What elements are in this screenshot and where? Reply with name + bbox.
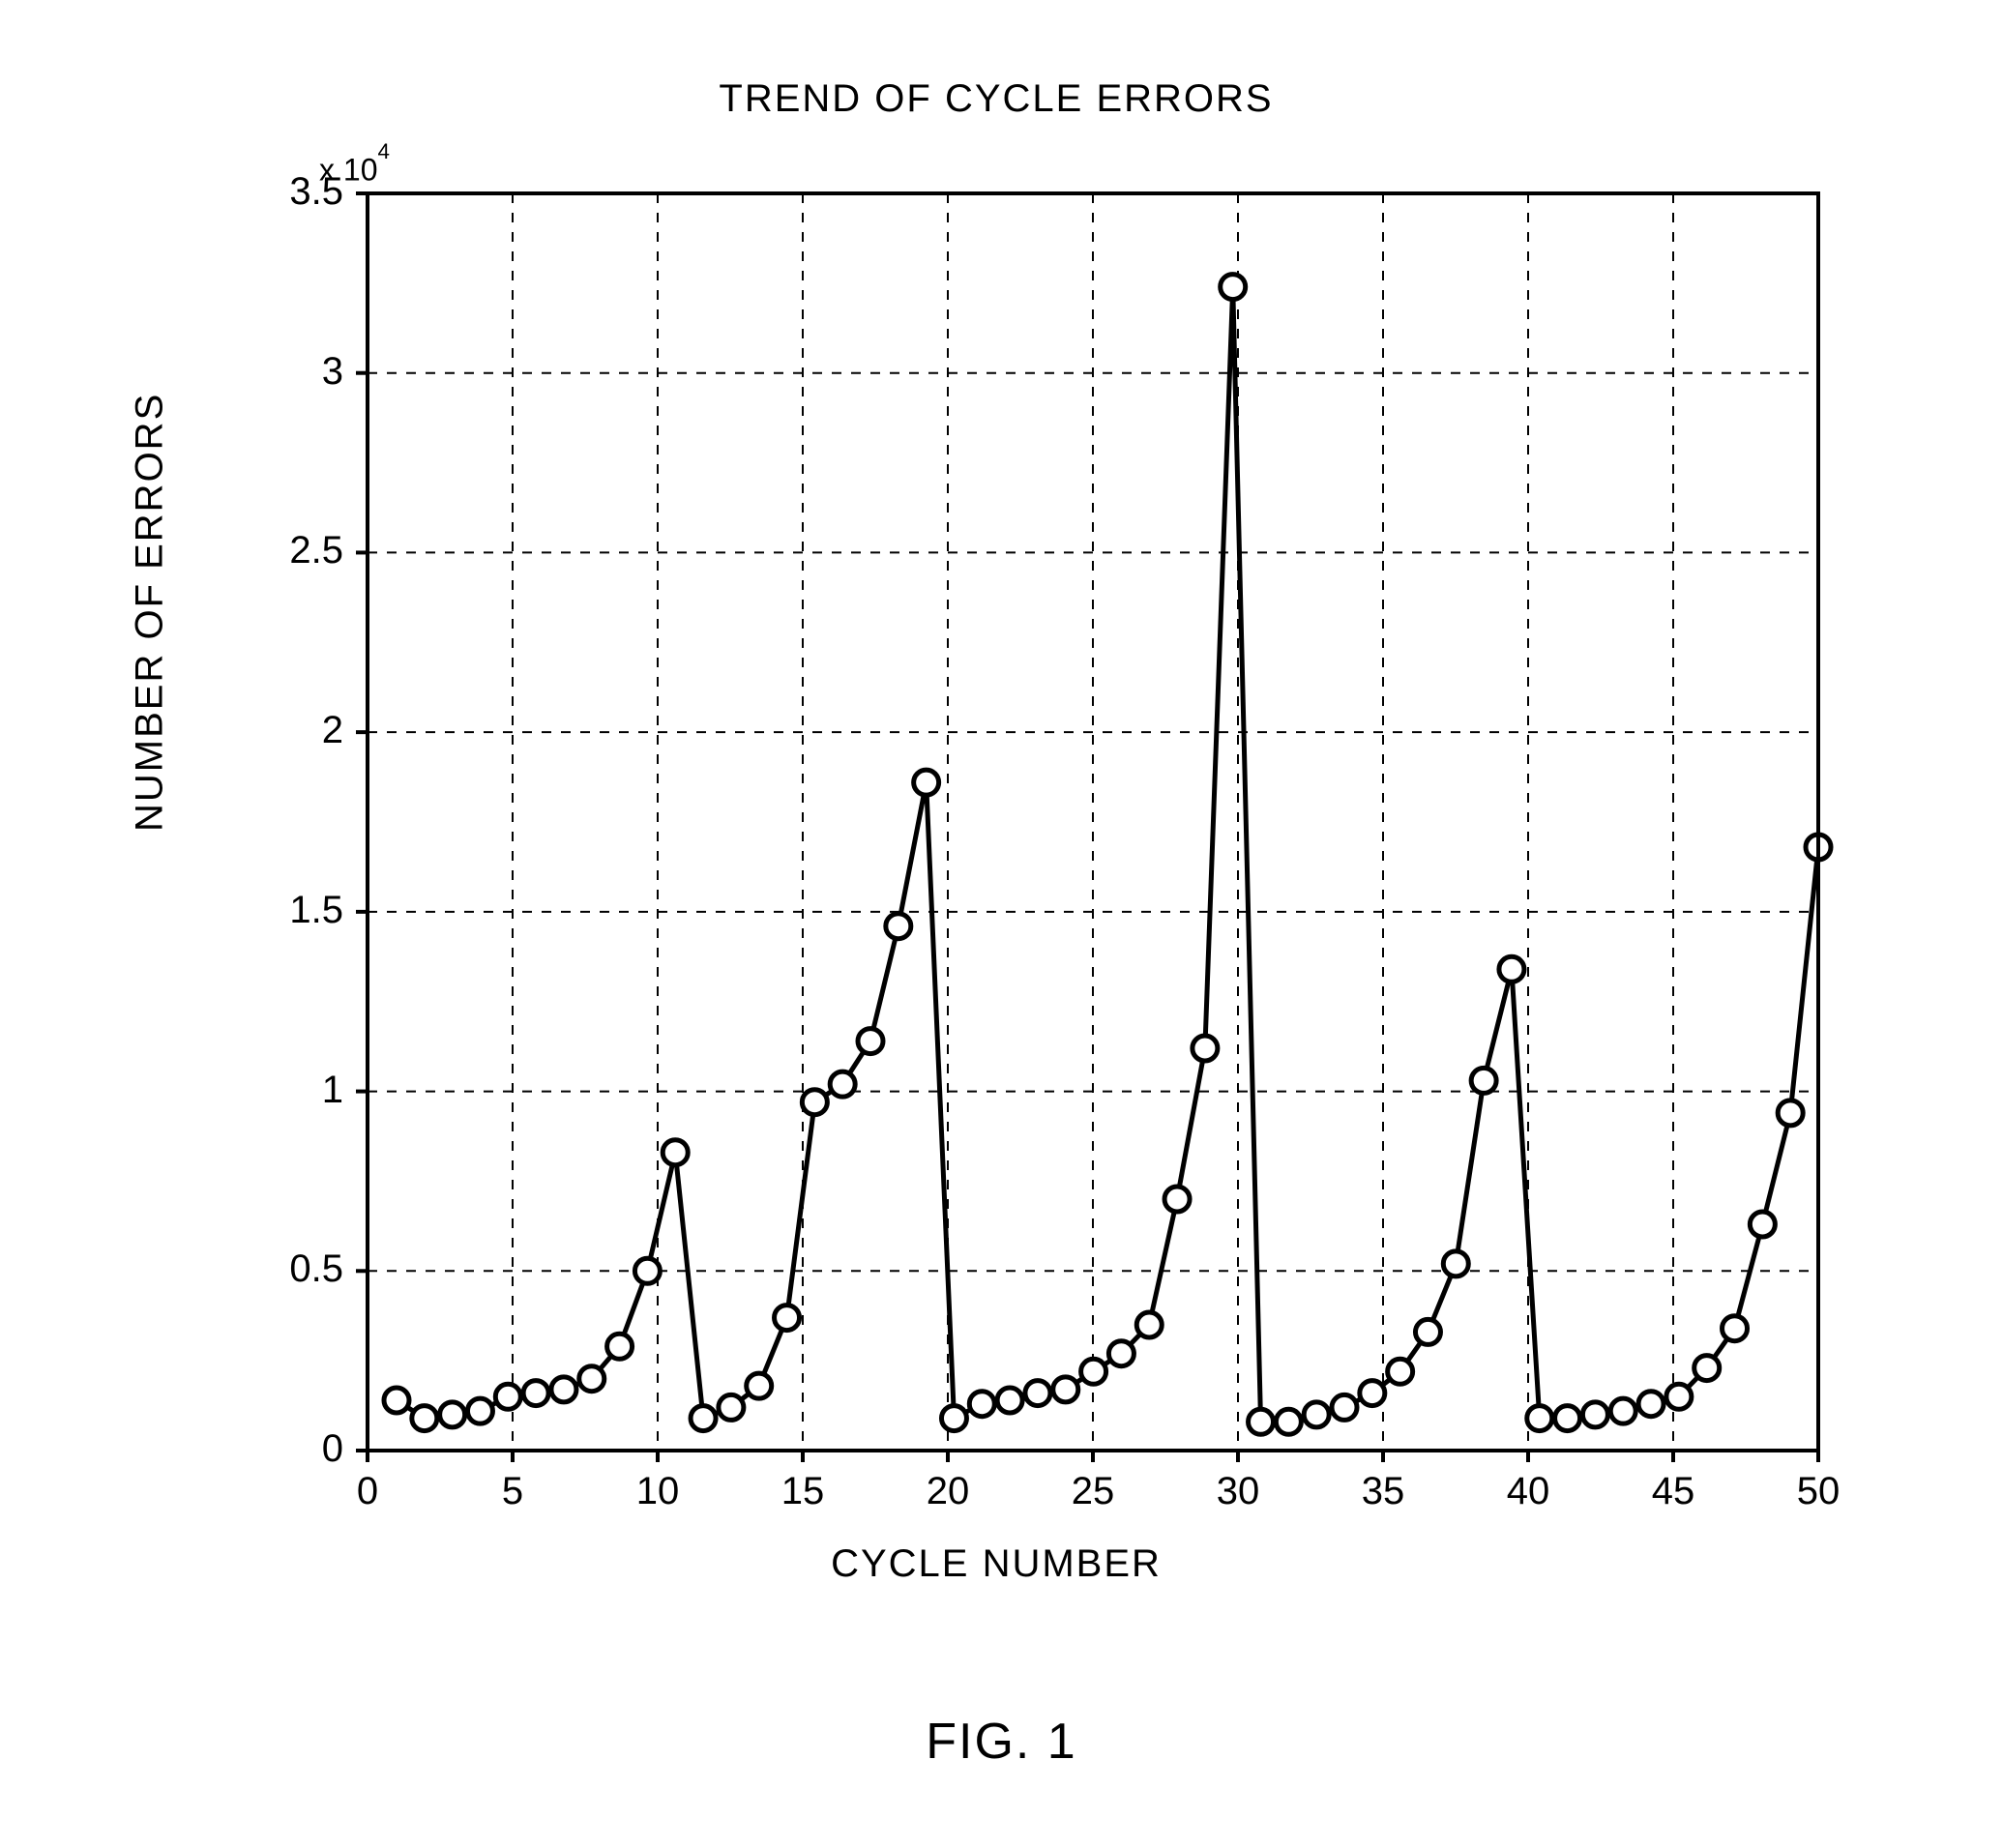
plot-area: 05101520253035404550 00.511.522.533.5 xyxy=(368,193,1818,1451)
chart-svg xyxy=(368,193,1818,1451)
y-exponent-sup: 4 xyxy=(377,139,389,163)
chart-container: TREND OF CYCLE ERRORS x 104 NUMBER OF ER… xyxy=(116,77,1876,1586)
x-tick-label: 5 xyxy=(502,1470,523,1513)
x-tick-label: 35 xyxy=(1362,1470,1405,1513)
x-tick-label: 15 xyxy=(781,1470,825,1513)
x-tick-label: 20 xyxy=(927,1470,970,1513)
chart-title: TREND OF CYCLE ERRORS xyxy=(116,77,1876,121)
y-axis-label: NUMBER OF ERRORS xyxy=(129,393,172,832)
x-tick-label: 30 xyxy=(1217,1470,1260,1513)
page: TREND OF CYCLE ERRORS x 104 NUMBER OF ER… xyxy=(0,0,2003,1848)
x-tick-label: 45 xyxy=(1652,1470,1695,1513)
x-tick-label: 50 xyxy=(1797,1470,1841,1513)
figure-caption: FIG. 1 xyxy=(0,1713,2003,1771)
x-tick-label: 40 xyxy=(1507,1470,1550,1513)
x-axis-label: CYCLE NUMBER xyxy=(116,1542,1876,1586)
x-tick-label: 0 xyxy=(357,1470,378,1513)
x-tick-label: 10 xyxy=(636,1470,680,1513)
x-tick-label: 25 xyxy=(1072,1470,1115,1513)
